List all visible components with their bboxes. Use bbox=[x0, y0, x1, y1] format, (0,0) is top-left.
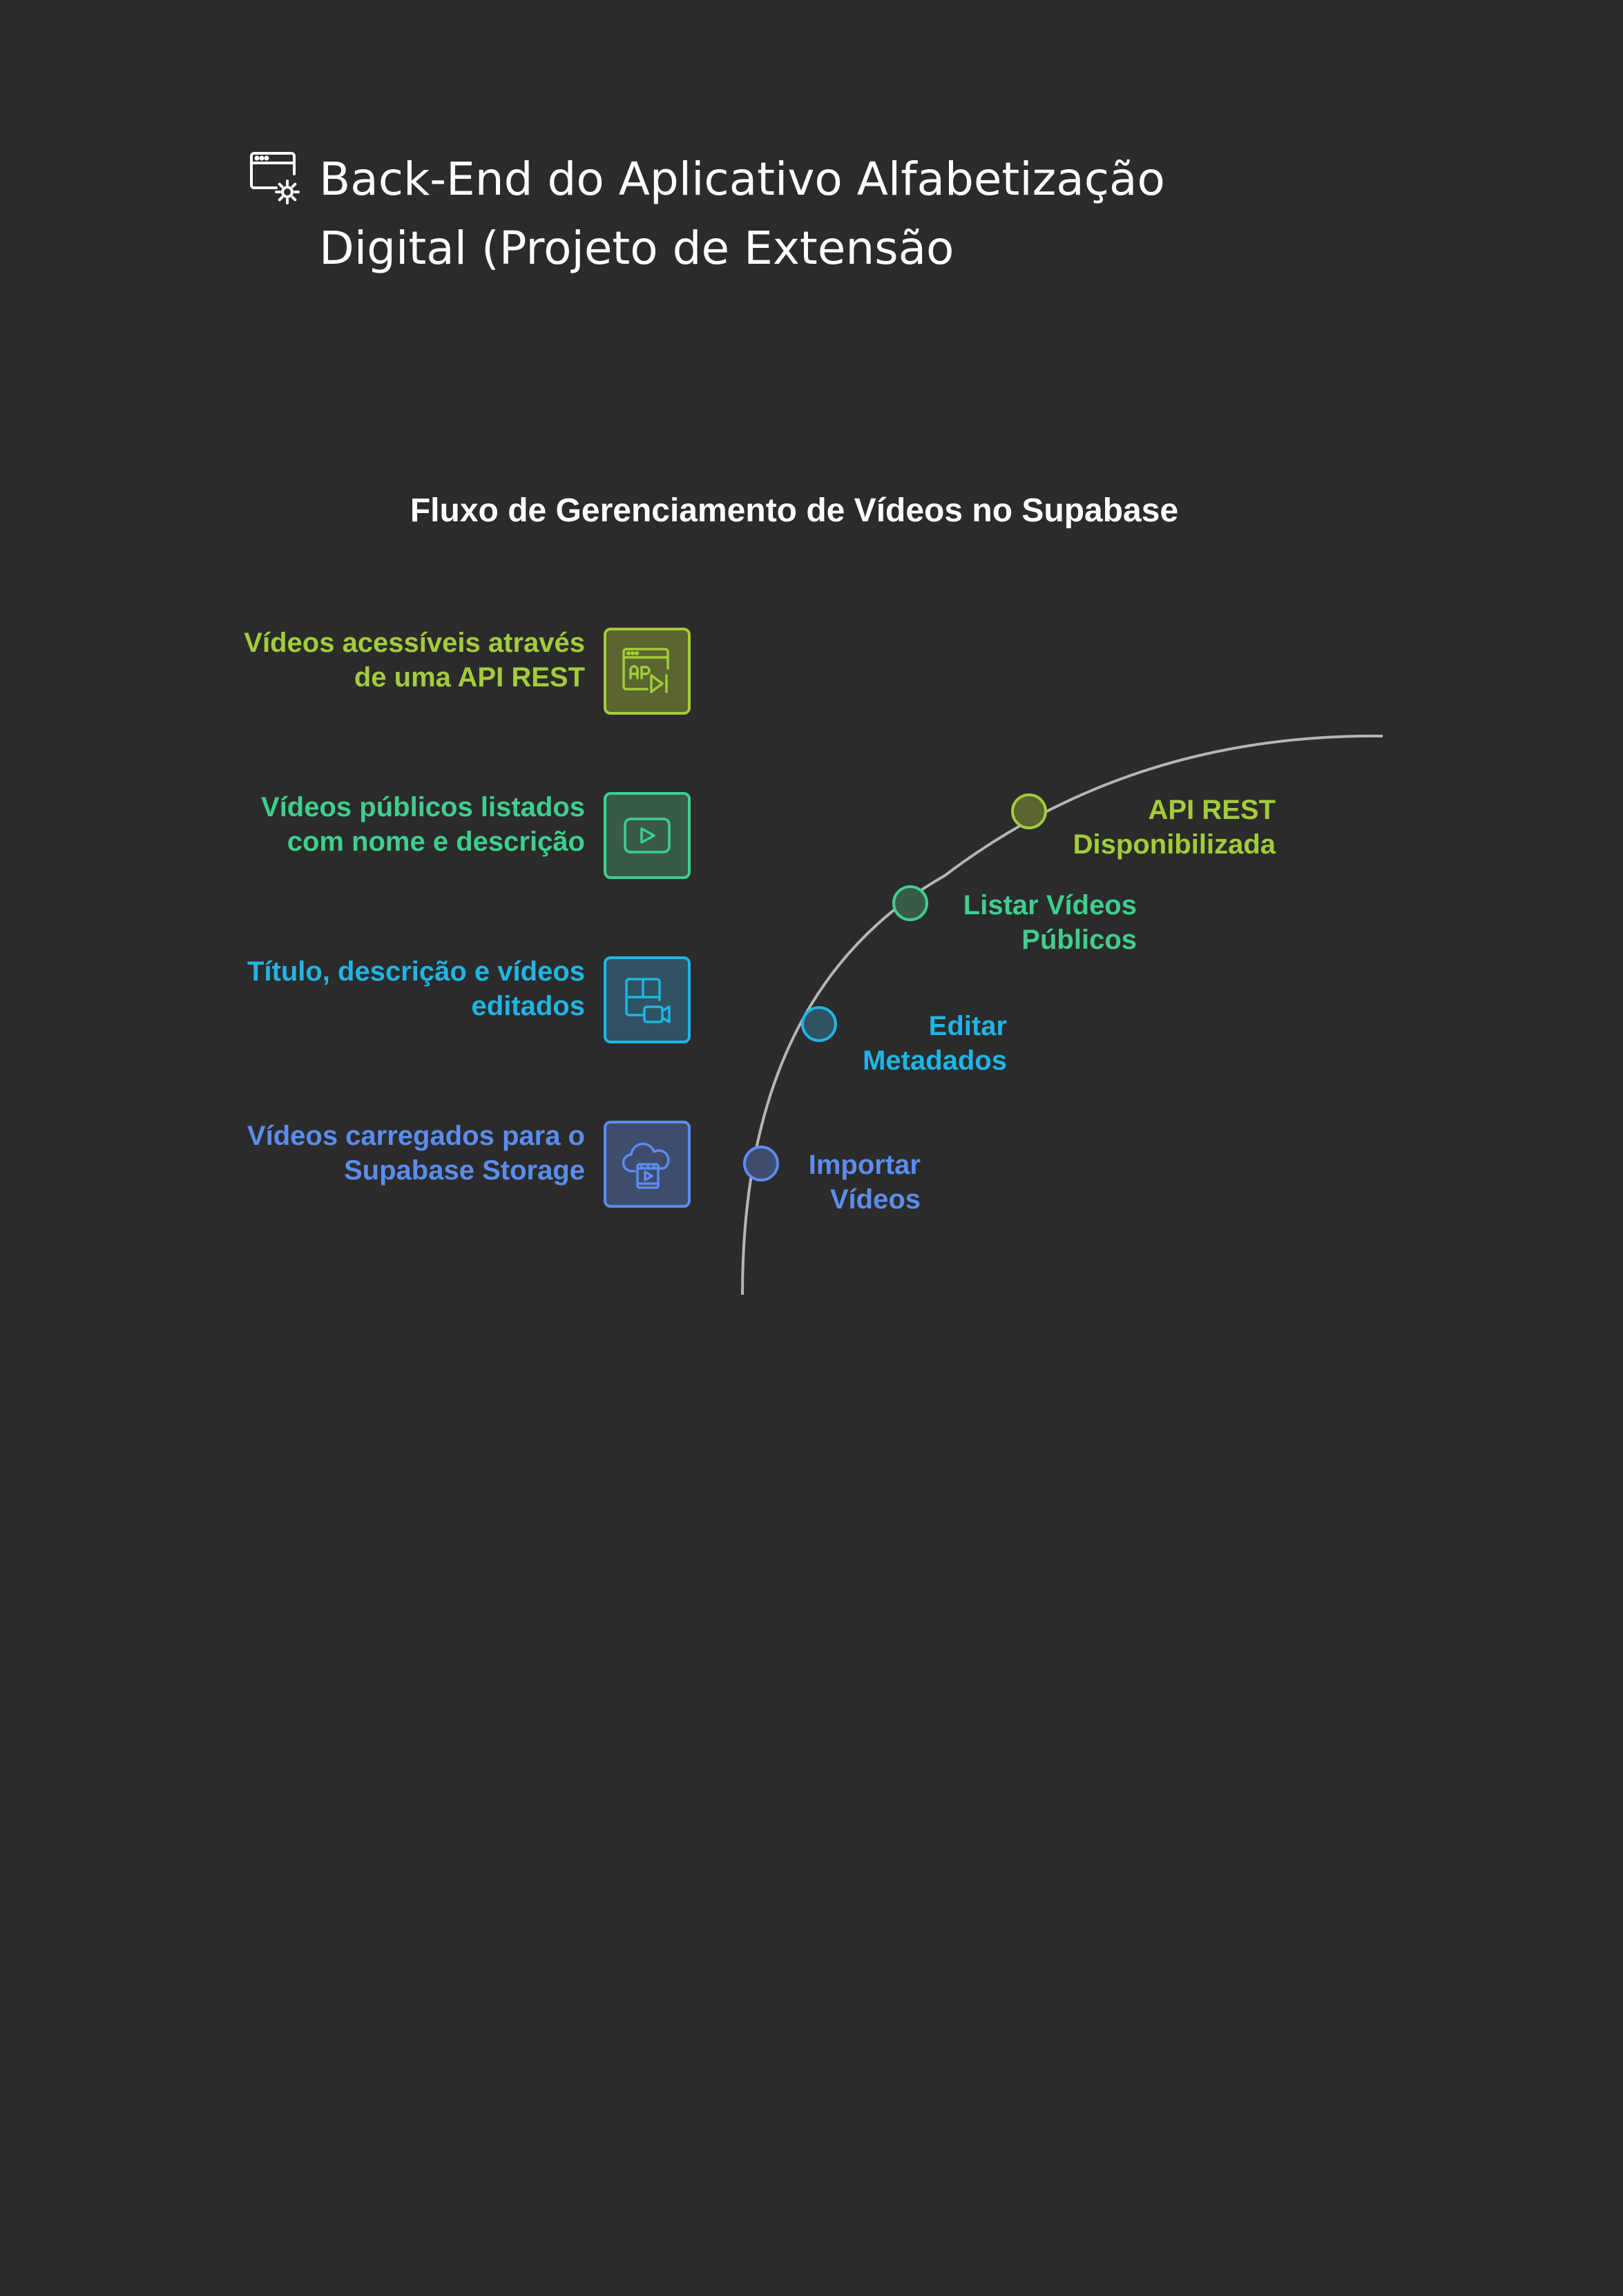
stage-description-listar: Vídeos públicos listados com nome e desc… bbox=[261, 792, 585, 857]
step-node-editar bbox=[801, 1006, 837, 1042]
diagram-title: Fluxo de Gerenciamento de Vídeos no Supa… bbox=[410, 492, 1179, 529]
layout-video-camera-icon bbox=[625, 978, 671, 1023]
stage-icon-box-api bbox=[604, 628, 691, 715]
stage-description-editar: Título, descrição e vídeos editados bbox=[247, 956, 585, 1021]
page-title: Back-End do Aplicativo Alfabetização Dig… bbox=[319, 145, 1251, 283]
step-node-api bbox=[1011, 793, 1047, 829]
step-label-api: API REST Disponibilizada bbox=[1073, 795, 1276, 860]
stage-icon-box-listar bbox=[604, 792, 691, 879]
stage-description-importar: Vídeos carregados para o Supabase Storag… bbox=[247, 1121, 585, 1186]
cloud-video-upload-icon bbox=[622, 1142, 670, 1189]
stage-icon-box-editar bbox=[604, 956, 691, 1043]
timeline-arc bbox=[741, 734, 1383, 1295]
browser-settings-icon bbox=[250, 152, 300, 204]
step-label-editar: Editar Metadados bbox=[863, 1011, 1007, 1076]
stage-icon-box-importar bbox=[604, 1121, 691, 1208]
page-title-line-2: Digital (Projeto de Extensão bbox=[319, 222, 954, 275]
step-node-listar bbox=[892, 885, 928, 921]
api-video-icon bbox=[622, 648, 669, 693]
play-video-icon bbox=[624, 818, 671, 853]
step-node-importar bbox=[743, 1146, 779, 1181]
stage-description-api: Vídeos acessíveis através de uma API RES… bbox=[244, 628, 585, 693]
step-label-listar: Listar Vídeos Públicos bbox=[963, 890, 1137, 955]
step-label-importar: Importar Vídeos bbox=[808, 1150, 921, 1215]
page-title-line-1: Back-End do Aplicativo Alfabetização bbox=[319, 153, 1165, 206]
